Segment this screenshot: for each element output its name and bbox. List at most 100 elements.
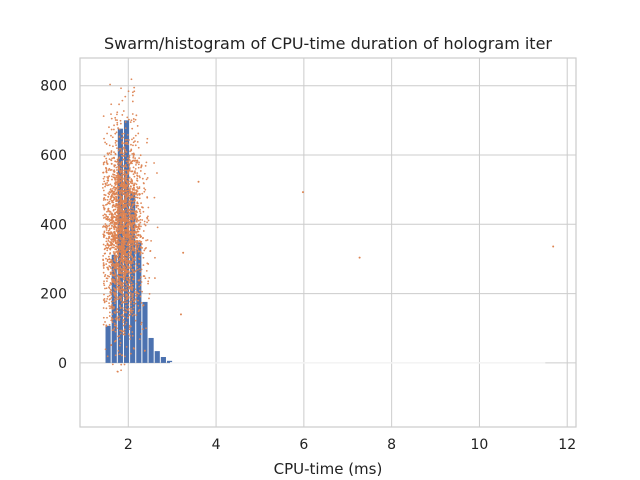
swarm-point (120, 288, 123, 291)
swarm-point (134, 213, 137, 216)
swarm-point (115, 254, 117, 257)
swarm-point (129, 214, 131, 216)
swarm-point (131, 100, 134, 103)
swarm-point (115, 131, 118, 134)
swarm-point (130, 281, 133, 284)
swarm-point (103, 275, 106, 278)
swarm-point (133, 191, 136, 194)
swarm-point (130, 261, 133, 263)
swarm-point (104, 244, 107, 247)
swarm-point (119, 198, 122, 201)
swarm-point (131, 210, 133, 213)
swarm-point (134, 118, 137, 121)
swarm-point (127, 304, 130, 306)
swarm-point (106, 242, 109, 245)
swarm-point (111, 136, 114, 139)
swarm-point (123, 242, 125, 245)
swarm-point (122, 324, 125, 327)
swarm-point (120, 369, 122, 372)
swarm-point (126, 192, 129, 195)
swarm-point (129, 238, 132, 240)
swarm-point (142, 256, 145, 259)
swarm-point (115, 316, 118, 319)
swarm-point (109, 281, 112, 284)
swarm-point (133, 232, 136, 235)
swarm-point (111, 321, 114, 324)
swarm-point (122, 252, 125, 255)
swarm-point (124, 323, 127, 326)
swarm-point (120, 299, 122, 302)
swarm-point (119, 238, 122, 241)
swarm-point (130, 78, 133, 81)
swarm-point (108, 236, 110, 239)
swarm-point (134, 182, 136, 185)
swarm-point (102, 282, 105, 285)
swarm-point (120, 295, 122, 297)
swarm-point (115, 264, 117, 267)
swarm-point (126, 278, 128, 281)
swarm-point (120, 175, 122, 178)
swarm-point (141, 243, 143, 245)
swarm-point (116, 161, 118, 163)
swarm-point (137, 204, 139, 207)
swarm-point (124, 149, 127, 152)
swarm-point (113, 198, 116, 201)
swarm-point (109, 233, 112, 235)
swarm-point (118, 257, 121, 260)
swarm-point (129, 313, 132, 316)
swarm-point (124, 252, 126, 254)
swarm-point (116, 240, 119, 243)
swarm-point (123, 328, 126, 331)
swarm-point (124, 121, 127, 123)
swarm-point (105, 237, 108, 240)
swarm-point (106, 249, 109, 252)
swarm-point (132, 200, 135, 203)
swarm-point (101, 186, 104, 189)
swarm-point (129, 352, 132, 355)
swarm-point (102, 163, 105, 166)
swarm-point (146, 196, 149, 198)
swarm-point (103, 155, 106, 158)
swarm-point (115, 196, 118, 199)
swarm-point (122, 272, 125, 274)
swarm-point (127, 273, 130, 276)
swarm-point (108, 144, 111, 147)
swarm-point (111, 280, 114, 283)
swarm-point (129, 215, 132, 218)
swarm-point (116, 327, 118, 330)
swarm-point (109, 241, 111, 243)
swarm-point (146, 176, 149, 179)
swarm-point (124, 127, 127, 130)
swarm-point (135, 204, 138, 207)
swarm-point (106, 184, 109, 187)
swarm-point (111, 194, 114, 197)
swarm-point (116, 264, 119, 267)
swarm-point (131, 138, 133, 141)
swarm-point (130, 268, 133, 271)
swarm-point (126, 285, 129, 287)
swarm-point (119, 220, 122, 223)
swarm-point (110, 113, 112, 115)
swarm-point (113, 124, 115, 127)
swarm-point (148, 297, 150, 300)
swarm-point (129, 162, 132, 165)
swarm-point (136, 220, 138, 223)
swarm-point (128, 176, 131, 179)
swarm-point (137, 240, 139, 243)
swarm-point (128, 220, 131, 223)
swarm-point (123, 187, 126, 189)
swarm-point (123, 246, 126, 249)
swarm-point (120, 174, 123, 176)
swarm-point (123, 132, 125, 135)
swarm-point (133, 86, 136, 89)
swarm-point (105, 257, 107, 260)
swarm-point (118, 128, 121, 131)
swarm-point (139, 208, 141, 211)
swarm-point (114, 116, 117, 119)
swarm-point (122, 247, 124, 250)
swarm-point (102, 233, 105, 236)
swarm-point (133, 120, 135, 123)
swarm-point (110, 316, 113, 319)
swarm-point (125, 223, 128, 226)
